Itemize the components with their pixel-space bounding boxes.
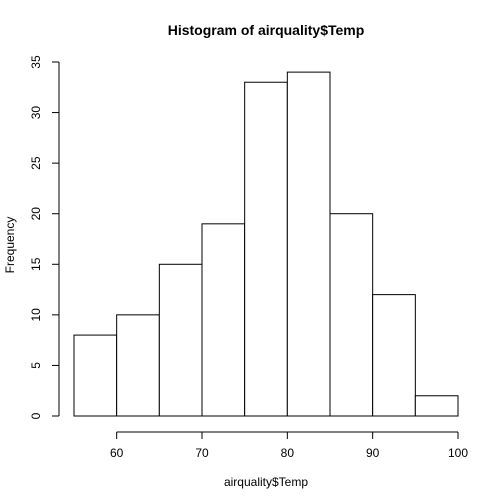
y-tick-label: 0	[29, 412, 43, 419]
y-tick-label: 15	[29, 257, 43, 271]
y-tick-label: 20	[29, 207, 43, 221]
x-tick-label: 90	[366, 446, 380, 460]
histogram-bar	[286, 71, 331, 417]
chart-title: Histogram of airquality$Temp	[168, 22, 365, 38]
x-axis: 60 70 80 90 100	[110, 431, 468, 460]
x-tick-label: 80	[281, 446, 295, 460]
y-axis: 0 5 10 15 20 25 30 35	[29, 55, 60, 419]
histogram-bar	[73, 334, 118, 417]
histogram-bar	[414, 395, 459, 417]
x-tick-label: 100	[448, 446, 468, 460]
x-axis-label: airquality$Temp	[224, 475, 308, 489]
y-tick-label: 35	[29, 55, 43, 69]
x-tick-label: 60	[110, 446, 124, 460]
y-tick-label: 30	[29, 106, 43, 120]
y-axis-label: Frequency	[3, 217, 17, 274]
y-tick-label: 10	[29, 308, 43, 322]
y-tick-label: 5	[29, 362, 43, 369]
x-tick-label: 70	[195, 446, 209, 460]
histogram-bar	[116, 314, 160, 417]
histogram-bar	[201, 223, 246, 417]
histogram-bar	[244, 81, 288, 417]
bars-group	[73, 71, 459, 417]
histogram-bar	[158, 263, 203, 417]
y-tick-label: 25	[29, 156, 43, 170]
histogram-bar	[329, 213, 374, 417]
histogram-bar	[372, 294, 416, 417]
